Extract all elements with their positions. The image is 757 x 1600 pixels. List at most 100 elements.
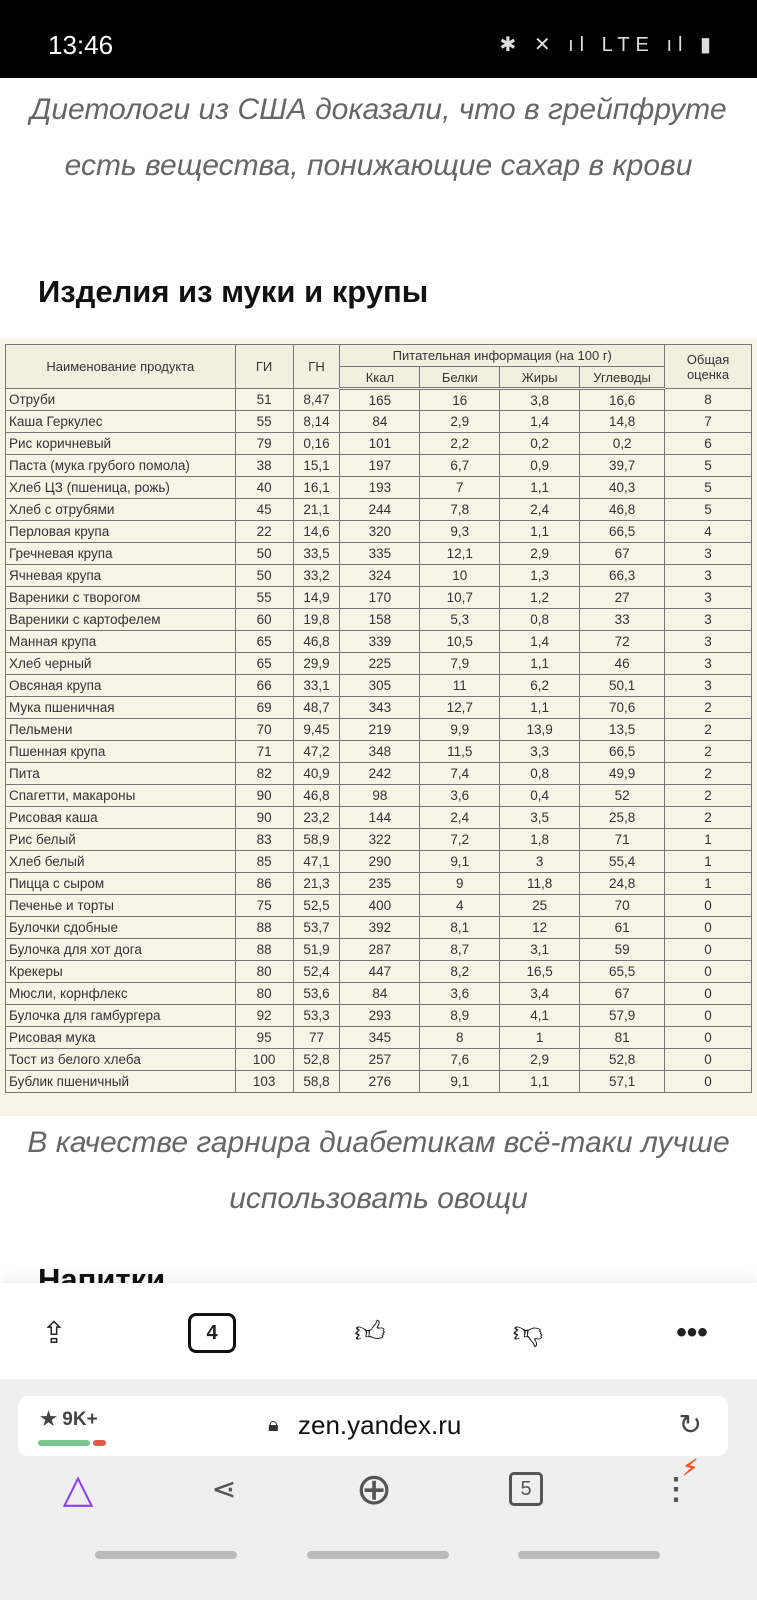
cell-kcal: 158 <box>339 608 421 631</box>
cell-carbs: 59 <box>579 938 666 961</box>
cell-gn: 16,1 <box>292 476 341 499</box>
more-button[interactable]: ••• <box>668 1311 716 1355</box>
cell-fat: 0,8 <box>499 608 581 631</box>
cell-carbs: 66,5 <box>579 740 666 763</box>
cell-carbs: 66,5 <box>579 520 666 543</box>
cell-protein: 7,2 <box>419 828 501 851</box>
header-gi: ГИ <box>234 344 294 389</box>
cell-name: Крекеры <box>5 960 236 983</box>
table-row: Каша Геркулес 55 8,14 84 2,9 1,4 14,8 7 <box>5 410 752 433</box>
cell-gn: 21,3 <box>292 872 341 895</box>
table-row: Крекеры 80 52,4 447 8,2 16,5 65,5 0 <box>5 960 752 983</box>
site-rating[interactable]: ★ 9K+ <box>40 1409 98 1430</box>
cell-fat: 0,2 <box>499 432 581 455</box>
cell-gn: 52,5 <box>292 894 341 917</box>
url-text[interactable]: zen.yandex.ru <box>298 1410 462 1440</box>
thumbs-up-icon: 👍︎ <box>354 1316 386 1349</box>
cell-name: Рис коричневый <box>5 432 236 455</box>
table-row: Овсяная крупа 66 33,1 305 11 6,2 50,1 3 <box>5 674 752 697</box>
cell-kcal: 165 <box>339 388 421 411</box>
cell-kcal: 305 <box>339 674 421 697</box>
cell-gn: 14,9 <box>292 586 341 609</box>
table-row: Рис белый 83 58,9 322 7,2 1,8 71 1 <box>5 828 752 851</box>
cell-name: Спагетти, макароны <box>5 784 236 807</box>
nutrition-table: Наименование продукта ГИ ГН Питательная … <box>5 344 752 1093</box>
cell-carbs: 65,5 <box>579 960 666 983</box>
cell-kcal: 392 <box>339 916 421 939</box>
tabs-button[interactable]: 5 <box>509 1472 543 1506</box>
cell-name: Ячневая крупа <box>5 564 236 587</box>
share-icon: ⇪ <box>41 1316 67 1350</box>
cell-protein: 10 <box>419 564 501 587</box>
table-row: Манная крупа 65 46,8 339 10,5 1,4 72 3 <box>5 630 752 653</box>
comments-button[interactable]: 4 <box>188 1313 236 1353</box>
cell-kcal: 343 <box>339 696 421 719</box>
cell-fat: 1,1 <box>499 1070 581 1093</box>
cell-protein: 10,5 <box>419 630 501 653</box>
cell-fat: 4,1 <box>499 1004 581 1027</box>
cell-fat: 12 <box>499 916 581 939</box>
cell-carbs: 61 <box>579 916 666 939</box>
cell-fat: 1,2 <box>499 586 581 609</box>
cell-score: 3 <box>664 630 752 653</box>
cell-gn: 52,4 <box>292 960 341 983</box>
cell-score: 1 <box>664 850 752 873</box>
cell-score: 2 <box>664 696 752 719</box>
cell-score: 1 <box>664 872 752 895</box>
address-bar[interactable]: ★ 9K+ 🔒︎ zen.yandex.ru ↻ <box>18 1396 728 1456</box>
cell-carbs: 13,5 <box>579 718 666 741</box>
cell-protein: 9,9 <box>419 718 501 741</box>
thumbs-down-icon: 👎︎ <box>512 1316 544 1349</box>
cell-gn: 58,9 <box>292 828 341 851</box>
cell-gi: 55 <box>234 586 294 609</box>
cell-carbs: 14,8 <box>579 410 666 433</box>
cell-carbs: 46 <box>579 652 666 675</box>
cell-carbs: 16,6 <box>579 388 666 411</box>
like-button[interactable]: 👍︎ <box>346 1311 394 1355</box>
cell-gn: 9,45 <box>292 718 341 741</box>
cell-kcal: 276 <box>339 1070 421 1093</box>
cell-score: 6 <box>664 432 752 455</box>
cell-kcal: 339 <box>339 630 421 653</box>
cell-name: Рисовая мука <box>5 1026 236 1049</box>
cell-protein: 8 <box>419 1026 501 1049</box>
more-icon: ••• <box>676 1316 708 1349</box>
cell-protein: 11 <box>419 674 501 697</box>
cell-protein: 8,1 <box>419 916 501 939</box>
menu-button[interactable]: ⋮ ⚡︎ <box>648 1455 704 1517</box>
cell-kcal: 144 <box>339 806 421 829</box>
cell-gi: 79 <box>234 432 294 455</box>
cell-protein: 3,6 <box>419 784 501 807</box>
share-button[interactable]: ⇪ <box>30 1311 78 1355</box>
cell-carbs: 52,8 <box>579 1048 666 1071</box>
cell-gi: 75 <box>234 894 294 917</box>
cell-carbs: 0,2 <box>579 432 666 455</box>
table-row: Паста (мука грубого помола) 38 15,1 197 6,7 0… <box>5 454 752 477</box>
cell-gi: 65 <box>234 652 294 675</box>
cell-protein: 5,3 <box>419 608 501 631</box>
share-page-button[interactable]: ⋖ <box>196 1461 252 1517</box>
cell-protein: 9,3 <box>419 520 501 543</box>
cell-name: Печенье и торты <box>5 894 236 917</box>
cell-fat: 1,4 <box>499 630 581 653</box>
alice-button[interactable]: △ <box>50 1461 106 1517</box>
menu-dots-icon: ⋮ <box>661 1472 691 1506</box>
reload-icon[interactable]: ↻ <box>678 1409 702 1440</box>
image-caption-2: В качестве гарнира диабетикам всё-таки л… <box>27 1126 730 1215</box>
cell-gn: 53,6 <box>292 982 341 1005</box>
cell-name: Хлеб черный <box>5 652 236 675</box>
cell-carbs: 52 <box>579 784 666 807</box>
cell-gi: 22 <box>234 520 294 543</box>
dislike-button[interactable]: 👎︎ <box>504 1311 552 1355</box>
new-tab-button[interactable]: ⊕ <box>346 1461 402 1517</box>
cell-fat: 3,4 <box>499 982 581 1005</box>
table-row: Вареники с творогом 55 14,9 170 10,7 1,2 27 3 <box>5 586 752 609</box>
cell-fat: 1 <box>499 1026 581 1049</box>
cell-fat: 0,8 <box>499 762 581 785</box>
plus-circle-icon: ⊕ <box>355 1464 393 1514</box>
cell-name: Пита <box>5 762 236 785</box>
cell-name: Булочка для хот дога <box>5 938 236 961</box>
cell-fat: 13,9 <box>499 718 581 741</box>
cell-gn: 58,8 <box>292 1070 341 1093</box>
cell-kcal: 400 <box>339 894 421 917</box>
